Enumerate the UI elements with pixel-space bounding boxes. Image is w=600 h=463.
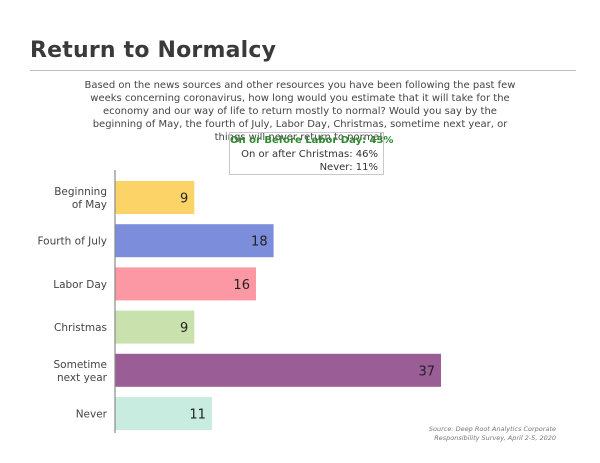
bar-labor-day: [115, 267, 256, 301]
source-note: Source: Deep Root Analytics Corporate Re…: [356, 425, 556, 443]
bar-never: [115, 397, 212, 430]
category-label-never: Never: [76, 409, 108, 421]
category-label-labor-day: Labor Day: [53, 279, 107, 291]
bar-christmas: [115, 310, 195, 344]
summary-line-after-christmas: On or after Christmas: 46%: [241, 148, 378, 160]
data-label-christmas: 9: [180, 321, 188, 336]
data-label-sometime-next-year: 37: [418, 364, 435, 379]
category-label-beginning-of-may: Beginning of May: [54, 186, 107, 211]
survey-question: Based on the news sources and other reso…: [84, 80, 516, 143]
title-divider: [30, 70, 576, 71]
bar-beginning-of-may: [115, 181, 195, 214]
data-label-labor-day: 16: [233, 278, 250, 293]
source-line-2: Responsibility Survey, April 2-5, 2020: [434, 434, 556, 442]
category-label-christmas: Christmas: [54, 322, 107, 334]
data-label-fourth-of-july: 18: [251, 235, 268, 250]
data-label-beginning-of-may: 9: [180, 192, 188, 207]
source-line-1: Source: Deep Root Analytics Corporate: [428, 425, 556, 433]
category-label-sometime-next-year: Sometime next year: [54, 359, 108, 384]
category-label-fourth-of-july: Fourth of July: [37, 236, 107, 248]
bar-fourth-of-july: [115, 224, 274, 258]
data-label-never: 11: [189, 408, 206, 423]
summary-line-before-labor-day: On or Before Labor Day: 43%: [230, 135, 394, 146]
summary-line-never: Never: 11%: [319, 162, 378, 173]
summary-box: On or Before Labor Day: 43% On or after …: [229, 132, 394, 175]
bar-sometime-next-year: [115, 353, 441, 387]
chart-title: Return to Normalcy: [30, 38, 277, 63]
